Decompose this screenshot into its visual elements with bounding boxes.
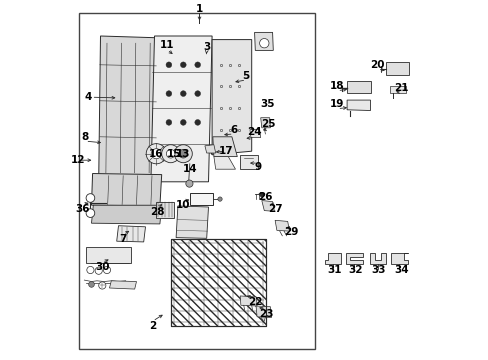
- Polygon shape: [346, 100, 370, 111]
- Polygon shape: [91, 174, 162, 206]
- Polygon shape: [260, 118, 270, 128]
- Text: 29: 29: [284, 227, 298, 237]
- Text: 27: 27: [268, 204, 283, 214]
- Text: 34: 34: [394, 265, 408, 275]
- Text: 17: 17: [218, 146, 233, 156]
- Bar: [170, 239, 265, 326]
- Circle shape: [166, 149, 175, 158]
- Text: 15: 15: [167, 149, 181, 159]
- Text: 30: 30: [95, 262, 109, 272]
- Polygon shape: [256, 306, 271, 318]
- Circle shape: [162, 145, 179, 163]
- Circle shape: [185, 180, 193, 187]
- Polygon shape: [212, 40, 251, 155]
- Circle shape: [88, 282, 94, 287]
- Text: 36: 36: [75, 204, 90, 214]
- Polygon shape: [249, 130, 260, 138]
- Text: 4: 4: [84, 92, 91, 102]
- Polygon shape: [275, 220, 289, 231]
- Circle shape: [87, 266, 94, 274]
- Text: 25: 25: [261, 119, 275, 129]
- Polygon shape: [389, 86, 405, 93]
- Circle shape: [86, 209, 95, 217]
- Polygon shape: [385, 62, 408, 75]
- Circle shape: [218, 197, 222, 201]
- Circle shape: [166, 120, 171, 125]
- Polygon shape: [261, 201, 274, 211]
- Text: 32: 32: [347, 265, 362, 275]
- Text: 14: 14: [182, 164, 197, 174]
- Polygon shape: [176, 206, 208, 238]
- Text: 31: 31: [326, 265, 341, 275]
- Polygon shape: [254, 32, 273, 50]
- Circle shape: [151, 149, 161, 159]
- Circle shape: [95, 267, 102, 274]
- Polygon shape: [346, 81, 370, 93]
- Circle shape: [194, 91, 200, 96]
- Circle shape: [103, 266, 110, 274]
- Text: 21: 21: [394, 83, 408, 93]
- Circle shape: [259, 39, 268, 48]
- Text: 20: 20: [370, 60, 384, 70]
- Text: 5: 5: [242, 71, 249, 81]
- Text: 23: 23: [258, 309, 273, 319]
- Text: 18: 18: [329, 81, 344, 91]
- Text: 24: 24: [247, 127, 262, 138]
- Bar: [170, 239, 265, 326]
- Text: 8: 8: [81, 132, 89, 142]
- Circle shape: [99, 282, 106, 289]
- Circle shape: [194, 62, 200, 68]
- Text: 9: 9: [254, 162, 261, 172]
- Text: 10: 10: [176, 200, 190, 210]
- Circle shape: [174, 145, 192, 163]
- Text: 28: 28: [150, 207, 164, 217]
- Circle shape: [180, 62, 186, 68]
- Circle shape: [180, 91, 186, 96]
- Circle shape: [166, 91, 171, 96]
- Circle shape: [180, 120, 186, 125]
- Bar: [189, 193, 213, 205]
- Text: 7: 7: [119, 234, 126, 244]
- Text: 26: 26: [257, 192, 272, 202]
- Bar: [240, 155, 258, 169]
- Text: 3: 3: [203, 42, 210, 52]
- Polygon shape: [212, 137, 237, 157]
- Polygon shape: [91, 205, 162, 224]
- Polygon shape: [99, 36, 158, 182]
- Text: 6: 6: [230, 125, 237, 135]
- Circle shape: [86, 194, 95, 202]
- Polygon shape: [151, 36, 212, 182]
- Text: 35: 35: [260, 99, 275, 109]
- Text: 12: 12: [71, 155, 85, 165]
- Text: 11: 11: [160, 40, 174, 50]
- Polygon shape: [213, 157, 235, 169]
- Polygon shape: [240, 296, 257, 306]
- Polygon shape: [109, 281, 136, 289]
- Text: 19: 19: [329, 99, 344, 109]
- Circle shape: [179, 149, 187, 158]
- Text: 22: 22: [247, 297, 262, 307]
- Polygon shape: [390, 253, 407, 264]
- Text: 2: 2: [149, 321, 156, 331]
- Polygon shape: [324, 253, 340, 264]
- Text: 33: 33: [371, 265, 385, 275]
- Polygon shape: [156, 202, 174, 218]
- Circle shape: [194, 120, 200, 125]
- Text: 1: 1: [196, 4, 203, 14]
- Circle shape: [166, 62, 171, 68]
- Bar: [86, 247, 131, 263]
- Bar: [79, 13, 314, 349]
- Text: 13: 13: [176, 149, 190, 159]
- Polygon shape: [204, 145, 215, 153]
- Polygon shape: [369, 253, 385, 264]
- Text: 16: 16: [149, 149, 163, 159]
- Circle shape: [146, 144, 166, 164]
- Polygon shape: [117, 226, 145, 242]
- Polygon shape: [346, 253, 362, 264]
